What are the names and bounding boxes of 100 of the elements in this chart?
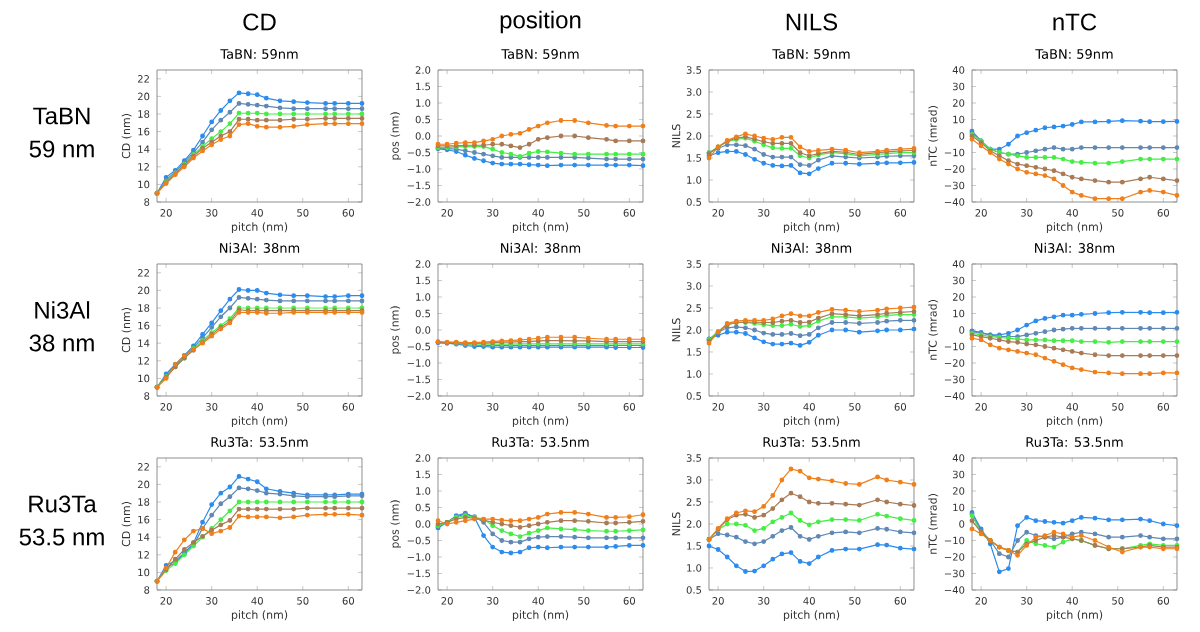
y-tick-label: 20 xyxy=(952,99,965,107)
x-tick-label: 20 xyxy=(441,209,453,217)
x-tick-label: 50 xyxy=(578,597,590,605)
x-tick-label: 30 xyxy=(1021,403,1033,411)
text: TaBN xyxy=(33,107,90,125)
y-tick-label: 22 xyxy=(137,463,149,471)
x-tick-label: 60 xyxy=(623,209,636,217)
y-tick-label: 0 xyxy=(959,520,965,528)
x-tick-label: 20 xyxy=(975,209,987,217)
y-tick-label: 1.5 xyxy=(687,348,702,356)
y-tick-label: 16 xyxy=(138,515,150,524)
y-tick-label: 1.5 xyxy=(687,154,702,162)
x-tick-label: 30 xyxy=(487,403,499,411)
x-axis-title: pitch (nm) xyxy=(512,416,569,427)
y-tick-label: 0.0 xyxy=(415,132,431,140)
y-tick-label: 1.5 xyxy=(416,470,431,479)
text: Ni3Al xyxy=(35,301,90,319)
y-tick-label: 0.5 xyxy=(415,115,431,124)
x-axis-title: pitch (nm) xyxy=(512,610,569,621)
chart-subtitle: Ru3Ta: 53.5nm xyxy=(763,437,860,447)
y-tick-label: −1.5 xyxy=(407,569,431,578)
y-tick-label: 18 xyxy=(138,110,150,118)
y-tick-label: 1.0 xyxy=(687,176,702,184)
y-tick-label: 0.5 xyxy=(686,586,702,594)
y-tick-label: 1.5 xyxy=(416,82,431,91)
x-tick-label: 40 xyxy=(1066,597,1078,605)
y-axis-title: pos (nm) xyxy=(390,306,401,354)
chart-subtitle: Ni3Al: 38nm xyxy=(1035,242,1115,253)
y-tick-label: 22 xyxy=(137,75,149,83)
text: 53.5 nm xyxy=(19,528,104,546)
y-tick-label: 3.0 xyxy=(686,88,702,96)
x-tick-label: 30 xyxy=(487,597,499,605)
chart-subtitle: Ni3Al: 38nm xyxy=(772,242,852,253)
y-tick-label: 3.0 xyxy=(686,282,702,290)
chart-title: NILS xyxy=(786,13,838,31)
y-tick-label: −1.0 xyxy=(407,165,431,173)
y-tick-label: 18 xyxy=(138,498,150,506)
y-tick-label: −10 xyxy=(944,342,965,351)
y-tick-label: 10 xyxy=(138,374,150,383)
x-tick-label: 60 xyxy=(342,209,355,217)
y-tick-label: −20 xyxy=(944,359,965,367)
y-tick-label: 16 xyxy=(138,127,150,136)
chart-subtitle: Ru3Ta: 53.5nm xyxy=(492,437,589,447)
chart-title: nTC xyxy=(1053,13,1097,31)
x-tick-label: 40 xyxy=(532,209,544,217)
x-tick-label: 40 xyxy=(803,597,815,605)
x-tick-label: 50 xyxy=(1112,403,1124,411)
chart-title: CD xyxy=(243,13,276,31)
x-tick-label: 20 xyxy=(160,597,172,605)
y-axis-title: CD (nm) xyxy=(121,307,132,353)
x-tick-label: 20 xyxy=(975,597,987,605)
y-tick-label: −0.5 xyxy=(407,148,431,157)
y-tick-label: 14 xyxy=(138,145,150,153)
x-tick-label: 30 xyxy=(206,403,218,411)
x-tick-label: 30 xyxy=(758,597,770,605)
y-tick-label: 22 xyxy=(137,269,149,277)
x-tick-label: 40 xyxy=(1066,403,1078,411)
x-tick-label: 50 xyxy=(1112,209,1124,217)
y-tick-label: 20 xyxy=(137,92,150,101)
x-tick-label: 60 xyxy=(623,403,636,411)
x-tick-label: 60 xyxy=(894,403,907,411)
y-tick-label: 1.5 xyxy=(687,542,702,550)
y-tick-label: −2.0 xyxy=(407,586,431,594)
y-tick-label: 1.0 xyxy=(687,370,702,378)
y-tick-label: −40 xyxy=(944,392,965,400)
x-axis-title: pitch (nm) xyxy=(1046,222,1103,233)
y-tick-label: −30 xyxy=(944,375,965,384)
y-tick-label: 30 xyxy=(952,276,965,285)
x-tick-label: 60 xyxy=(1157,597,1170,605)
x-axis-title: pitch (nm) xyxy=(783,222,840,233)
y-tick-label: 3.5 xyxy=(686,66,702,74)
x-tick-label: 30 xyxy=(487,209,499,217)
y-tick-label: 12 xyxy=(138,551,149,559)
x-tick-label: 30 xyxy=(758,403,770,411)
y-tick-label: −40 xyxy=(944,586,965,594)
chart-subtitle: TaBN: 59nm xyxy=(501,49,579,59)
chart-title: position xyxy=(500,10,581,34)
y-tick-label: 1.0 xyxy=(416,487,431,495)
y-tick-label: 10 xyxy=(953,309,965,318)
x-tick-label: 50 xyxy=(849,209,861,217)
y-tick-label: −40 xyxy=(944,198,965,206)
x-tick-label: 60 xyxy=(342,403,355,411)
y-tick-label: 2.0 xyxy=(686,132,702,140)
x-tick-label: 40 xyxy=(251,403,263,411)
x-tick-label: 60 xyxy=(342,597,355,605)
y-tick-label: −1.5 xyxy=(407,181,431,190)
y-tick-label: 2.0 xyxy=(686,520,702,528)
y-tick-label: 0.5 xyxy=(415,309,431,318)
y-tick-label: −2.0 xyxy=(407,392,431,400)
x-tick-label: 50 xyxy=(849,597,861,605)
x-tick-label: 20 xyxy=(712,403,724,411)
y-tick-label: −20 xyxy=(944,165,965,173)
y-tick-label: 20 xyxy=(137,480,150,489)
x-axis-title: pitch (nm) xyxy=(1046,610,1103,621)
y-tick-label: 1.0 xyxy=(687,564,702,572)
y-tick-label: 20 xyxy=(952,293,965,301)
y-tick-label: 8 xyxy=(144,586,150,594)
y-tick-label: 14 xyxy=(138,533,150,541)
y-tick-label: 2.5 xyxy=(686,304,702,312)
y-tick-label: 18 xyxy=(138,304,150,312)
